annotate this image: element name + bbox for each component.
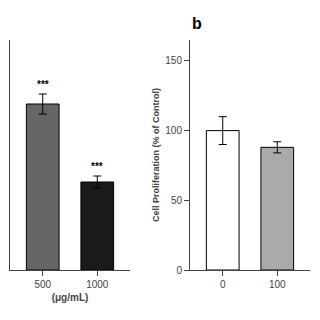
- svg-text:b: b: [192, 15, 202, 32]
- svg-text:0: 0: [220, 279, 226, 290]
- svg-text:500: 500: [34, 279, 51, 290]
- svg-text:150: 150: [165, 55, 182, 66]
- svg-text:100: 100: [165, 125, 182, 136]
- svg-text:(μg/mL): (μg/mL): [52, 292, 89, 303]
- svg-text:1000: 1000: [86, 279, 109, 290]
- svg-text:0: 0: [176, 265, 182, 276]
- svg-text:***: ***: [37, 79, 49, 90]
- svg-text:Cell Proliferation (% of Contr: Cell Proliferation (% of Control): [151, 88, 161, 222]
- svg-text:100: 100: [269, 279, 286, 290]
- svg-text:50: 50: [171, 195, 183, 206]
- svg-text:***: ***: [91, 161, 103, 172]
